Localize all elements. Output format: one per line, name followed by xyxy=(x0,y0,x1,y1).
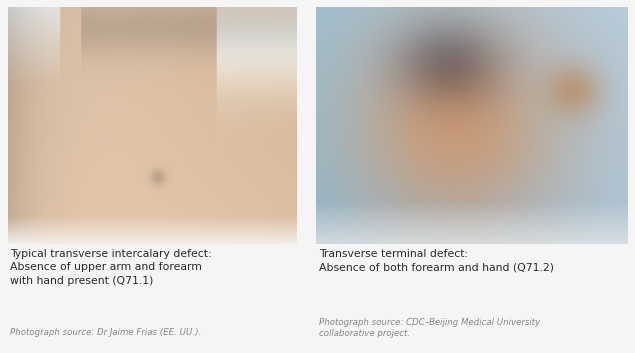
Text: Transverse terminal defect:
Absence of both forearm and hand (Q71.2): Transverse terminal defect: Absence of b… xyxy=(319,249,554,273)
Text: Typical transverse intercalary defect:
Absence of upper arm and forearm
with han: Typical transverse intercalary defect: A… xyxy=(10,249,212,286)
Text: Photograph source: Dr Jaime Frias (EE. UU.).: Photograph source: Dr Jaime Frias (EE. U… xyxy=(10,328,201,337)
Text: Photograph source: CDC–Beijing Medical University
collaborative project.: Photograph source: CDC–Beijing Medical U… xyxy=(319,318,540,338)
